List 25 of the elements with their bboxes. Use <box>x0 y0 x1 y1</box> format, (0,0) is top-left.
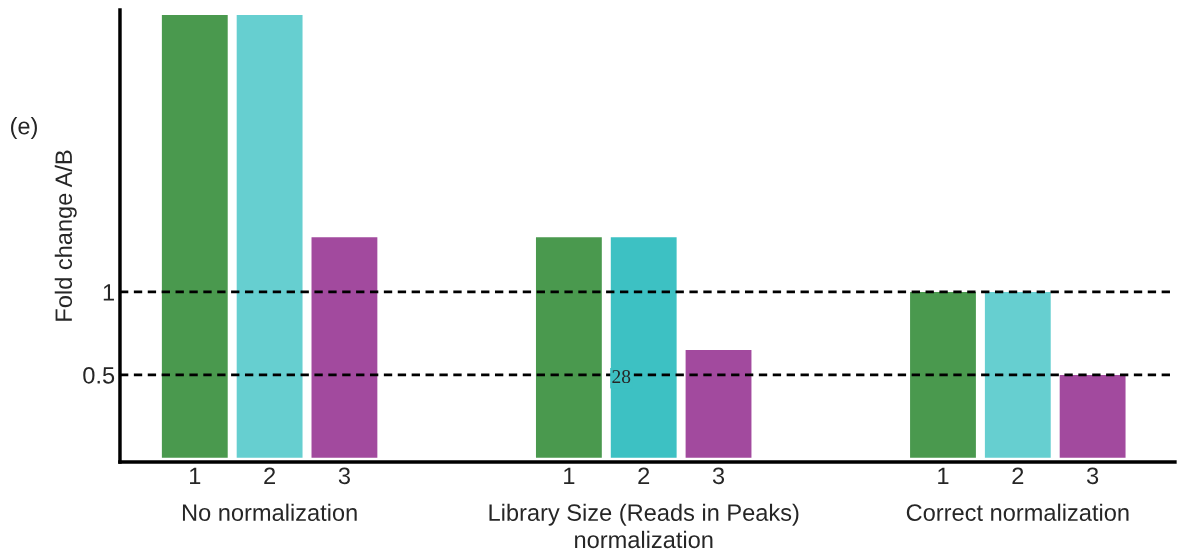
x-tick-label: 1 <box>190 467 201 484</box>
bar <box>685 350 752 458</box>
x-tick-label: 3 <box>338 467 350 485</box>
bar <box>161 15 228 458</box>
x-tick-label: 1 <box>938 467 949 484</box>
bar <box>236 15 303 458</box>
text: Correct normalization <box>906 503 1129 521</box>
bar <box>1059 374 1126 458</box>
bar <box>535 237 602 458</box>
bar <box>910 291 976 458</box>
x-tick-label: 2 <box>264 467 275 484</box>
annotation: 28 <box>612 369 631 384</box>
bar <box>984 291 1051 458</box>
x-tick-label: 2 <box>1012 467 1024 484</box>
x-tick-label: 3 <box>712 467 725 485</box>
x-tick-label: 2 <box>638 467 650 484</box>
bar <box>311 237 378 458</box>
x-tick-label: 3 <box>1086 467 1099 485</box>
y-axis-title: Fold change A/B <box>54 150 77 321</box>
y-tick-label: 0.5 <box>83 366 115 384</box>
text: Library Size (Reads in Peaks) normalization <box>489 503 799 549</box>
x-tick-label: 1 <box>564 467 575 484</box>
text: (e) <box>11 117 37 140</box>
text: No normalization <box>182 503 357 521</box>
bar <box>610 237 677 458</box>
